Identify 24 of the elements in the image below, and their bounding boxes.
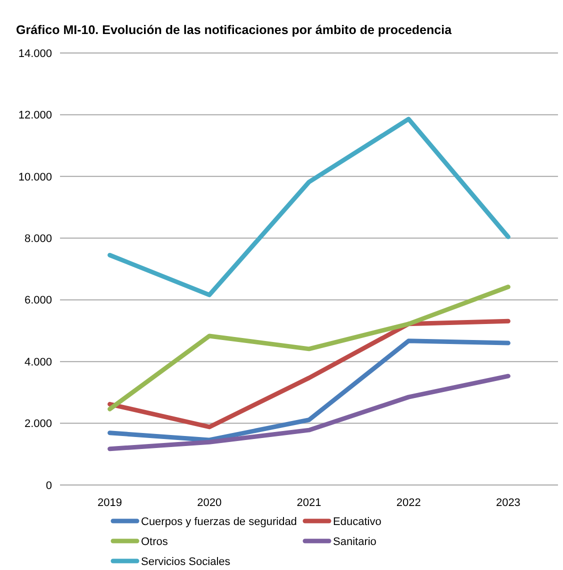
y-tick-label: 14.000: [18, 48, 52, 60]
line-series: [108, 318, 510, 430]
y-tick-label: 0: [46, 480, 52, 492]
x-tick-label: 2023: [496, 496, 520, 509]
x-tick-label: 2021: [296, 496, 322, 509]
line-series: [108, 284, 510, 412]
line-series: [108, 116, 510, 298]
chart-title: Gráfico MI-10. Evolución de las notificaciones por ámbito de procedencia: [16, 23, 453, 37]
legend-label: Servicios Sociales: [141, 556, 231, 568]
x-tick-label: 2019: [98, 496, 122, 509]
y-tick-label: 4.000: [24, 356, 52, 368]
legend-label: Sanitario: [333, 536, 376, 548]
y-tick-label: 10.000: [18, 171, 52, 184]
line-series: [108, 338, 510, 442]
line-series: [108, 374, 510, 452]
x-tick-label: 2022: [396, 496, 421, 509]
legend-label: Cuerpos y fuerzas de seguridad: [141, 516, 297, 528]
y-tick-label: 8.000: [24, 232, 52, 245]
x-tick-label: 2020: [197, 496, 222, 509]
y-tick-label: 12.000: [18, 110, 52, 122]
y-tick-label: 2.000: [24, 418, 52, 430]
y-tick-label: 6.000: [24, 294, 52, 307]
legend-label: Otros: [141, 536, 168, 548]
legend-label: Educativo: [333, 516, 382, 528]
